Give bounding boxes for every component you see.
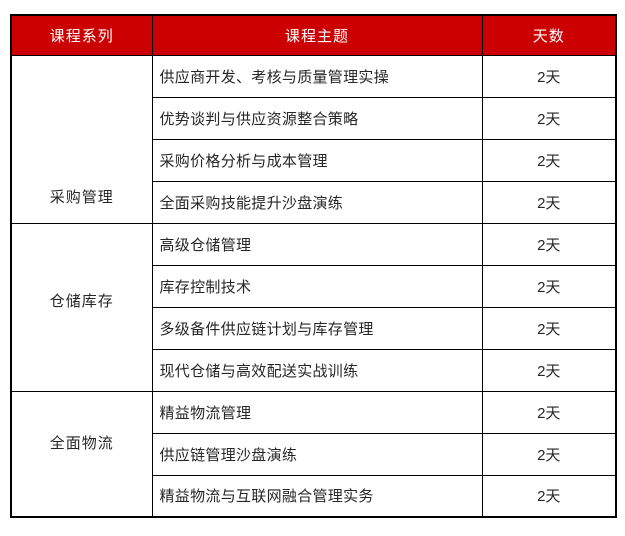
course-row: 采购管理 供应商开发、考核与质量管理实操 2天 [10,54,617,224]
series-label: 全面物流 [49,435,114,453]
course-row: 库存控制技术 2天 [11,264,617,308]
series-label: 采购管理 [49,188,114,206]
series-cell-warehouse: 仓储库存 [10,222,153,392]
topic-cell: 精益物流与互联网融合管理实务 [151,474,483,518]
topic-cell: 供应商开发、考核与质量管理实操 [151,54,483,98]
days-cell: 2天 [481,138,617,182]
days-cell: 2天 [481,348,617,392]
days-cell: 2天 [481,306,617,350]
days-cell: 2天 [481,474,617,518]
days-cell: 2天 [481,432,617,476]
days-cell: 2天 [481,96,617,140]
course-row: 全面物流 精益物流管理 2天 [10,390,617,518]
topic-cell: 精益物流管理 [151,390,483,434]
header-course-topic: 课程主题 [151,14,483,56]
course-row: 优势谈判与供应资源整合策略 2天 [11,96,617,140]
days-cell: 2天 [481,180,617,224]
course-row: 仓储库存 高级仓储管理 2天 [10,222,617,392]
series-label: 仓储库存 [49,292,114,310]
course-schedule-table-container: 课程系列 课程主题 天数 采购管理 供应商开发、考核与质量管理实操 2天 优势谈… [10,14,617,518]
course-schedule-table: 课程系列 课程主题 天数 采购管理 供应商开发、考核与质量管理实操 2天 优势谈… [10,14,617,518]
series-cell-logistics: 全面物流 [10,390,153,518]
days-cell: 2天 [481,264,617,308]
header-course-series: 课程系列 [10,14,153,56]
topic-cell: 多级备件供应链计划与库存管理 [151,306,483,350]
topic-cell: 现代仓储与高效配送实战训练 [151,348,483,392]
topic-cell: 供应链管理沙盘演练 [151,432,483,476]
days-cell: 2天 [481,54,617,98]
topic-cell: 优势谈判与供应资源整合策略 [151,96,483,140]
topic-cell: 全面采购技能提升沙盘演练 [151,180,483,224]
topic-cell: 高级仓储管理 [151,222,483,266]
series-cell-procurement: 采购管理 [10,54,153,224]
topic-cell: 库存控制技术 [151,264,483,308]
course-row: 精益物流与互联网融合管理实务 2天 [11,474,617,518]
header-row: 课程系列 课程主题 天数 [10,14,617,56]
course-row: 现代仓储与高效配送实战训练 2天 [11,348,617,392]
course-row: 供应链管理沙盘演练 2天 [11,432,617,476]
header-days: 天数 [481,14,617,56]
topic-cell: 采购价格分析与成本管理 [151,138,483,182]
days-cell: 2天 [481,222,617,266]
days-cell: 2天 [481,390,617,434]
course-row: 全面采购技能提升沙盘演练 2天 [11,180,617,224]
course-row: 多级备件供应链计划与库存管理 2天 [11,306,617,350]
